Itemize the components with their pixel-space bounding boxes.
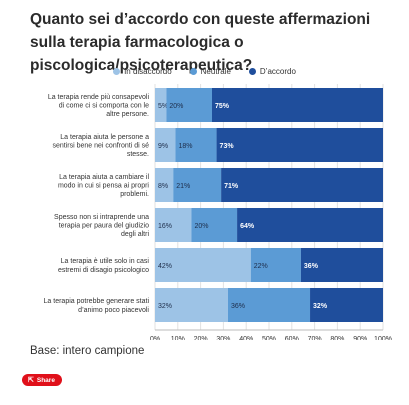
data-label: 20% [169,103,183,110]
share-button[interactable]: ⇱ Share [22,374,62,386]
legend-swatch-accordo [248,67,256,75]
category-label: Spesso non si intraprende una terapia per… [54,214,149,238]
bar-segment [166,88,212,122]
bar-segment [155,128,176,162]
data-label: 42% [158,263,172,270]
bar-segment [227,288,311,322]
legend-label-accordo: D’accordo [259,66,296,76]
bar-segment [237,208,383,242]
data-label: 16% [158,223,172,230]
data-label: 32% [158,303,172,310]
x-tick-label: 60% [285,336,299,340]
bar-segment [155,288,228,322]
category-label: La terapia aiuta a cambiare il modo in cu… [58,174,150,198]
x-tick-label: 80% [330,336,344,340]
x-tick-label: 90% [353,336,367,340]
x-tick-label: 40% [239,336,253,340]
share-label: Share [36,376,55,384]
legend-swatch-neutrale [189,67,197,75]
bar-segment [191,208,238,242]
base-note: Base: intero campione [30,345,145,357]
data-label: 36% [304,263,319,270]
bar-segment [173,168,222,202]
legend-item-disaccordo[interactable]: In disaccordo [113,67,172,76]
category-label: La terapia potrebbe generare stati d’anim… [44,298,150,314]
data-label: 73% [220,143,235,150]
bar-segment [250,248,301,282]
bar-segment [175,128,217,162]
bar-segment [155,88,167,122]
x-tick-label: 70% [308,336,322,340]
bar-segment [310,288,383,322]
data-label: 22% [254,263,268,270]
data-label: 5% [158,103,168,110]
bar-segment [212,88,383,122]
bar-segment [216,128,383,162]
legend: In disaccordo Neutrale D’accordo [0,65,409,77]
x-tick-label: 10% [171,336,185,340]
bar-segment [221,168,383,202]
bar-segment [155,168,174,202]
bar-segment [300,248,383,282]
category-label: La terapia aiuta le persone a sentirsi be… [53,134,150,158]
data-label: 9% [158,143,168,150]
x-tick-label: 0% [150,336,160,340]
legend-swatch-disaccordo [113,67,121,75]
legend-item-neutrale[interactable]: Neutrale [189,66,231,76]
data-label: 18% [179,143,193,150]
share-icon: ⇱ [28,376,34,384]
data-label: 8% [158,183,168,190]
x-tick-label: 100% [374,336,392,340]
legend-label-disaccordo: In disaccordo [124,66,172,76]
category-label: La terapia è utile solo in casi estremi d… [58,258,149,274]
data-label: 36% [231,303,245,310]
legend-label-neutrale: Neutrale [200,66,231,76]
data-label: 32% [313,303,328,310]
data-label: 64% [240,223,255,230]
x-tick-label: 20% [194,336,208,340]
data-label: 71% [224,183,239,190]
x-tick-label: 30% [216,336,230,340]
bar-segment [155,208,192,242]
legend-item-accordo[interactable]: D’accordo [248,66,296,76]
x-tick-label: 50% [262,336,276,340]
data-label: 21% [176,183,190,190]
data-label: 20% [194,223,208,230]
category-label: La terapia rende più consapevoli di come … [48,94,150,118]
data-label: 75% [215,103,230,110]
chart-title: Quanto sei d’accordo con queste affermaz… [30,11,371,74]
stacked-bar-chart: La terapia rende più consapevoli di come … [44,84,392,340]
bar-segment [155,248,251,282]
